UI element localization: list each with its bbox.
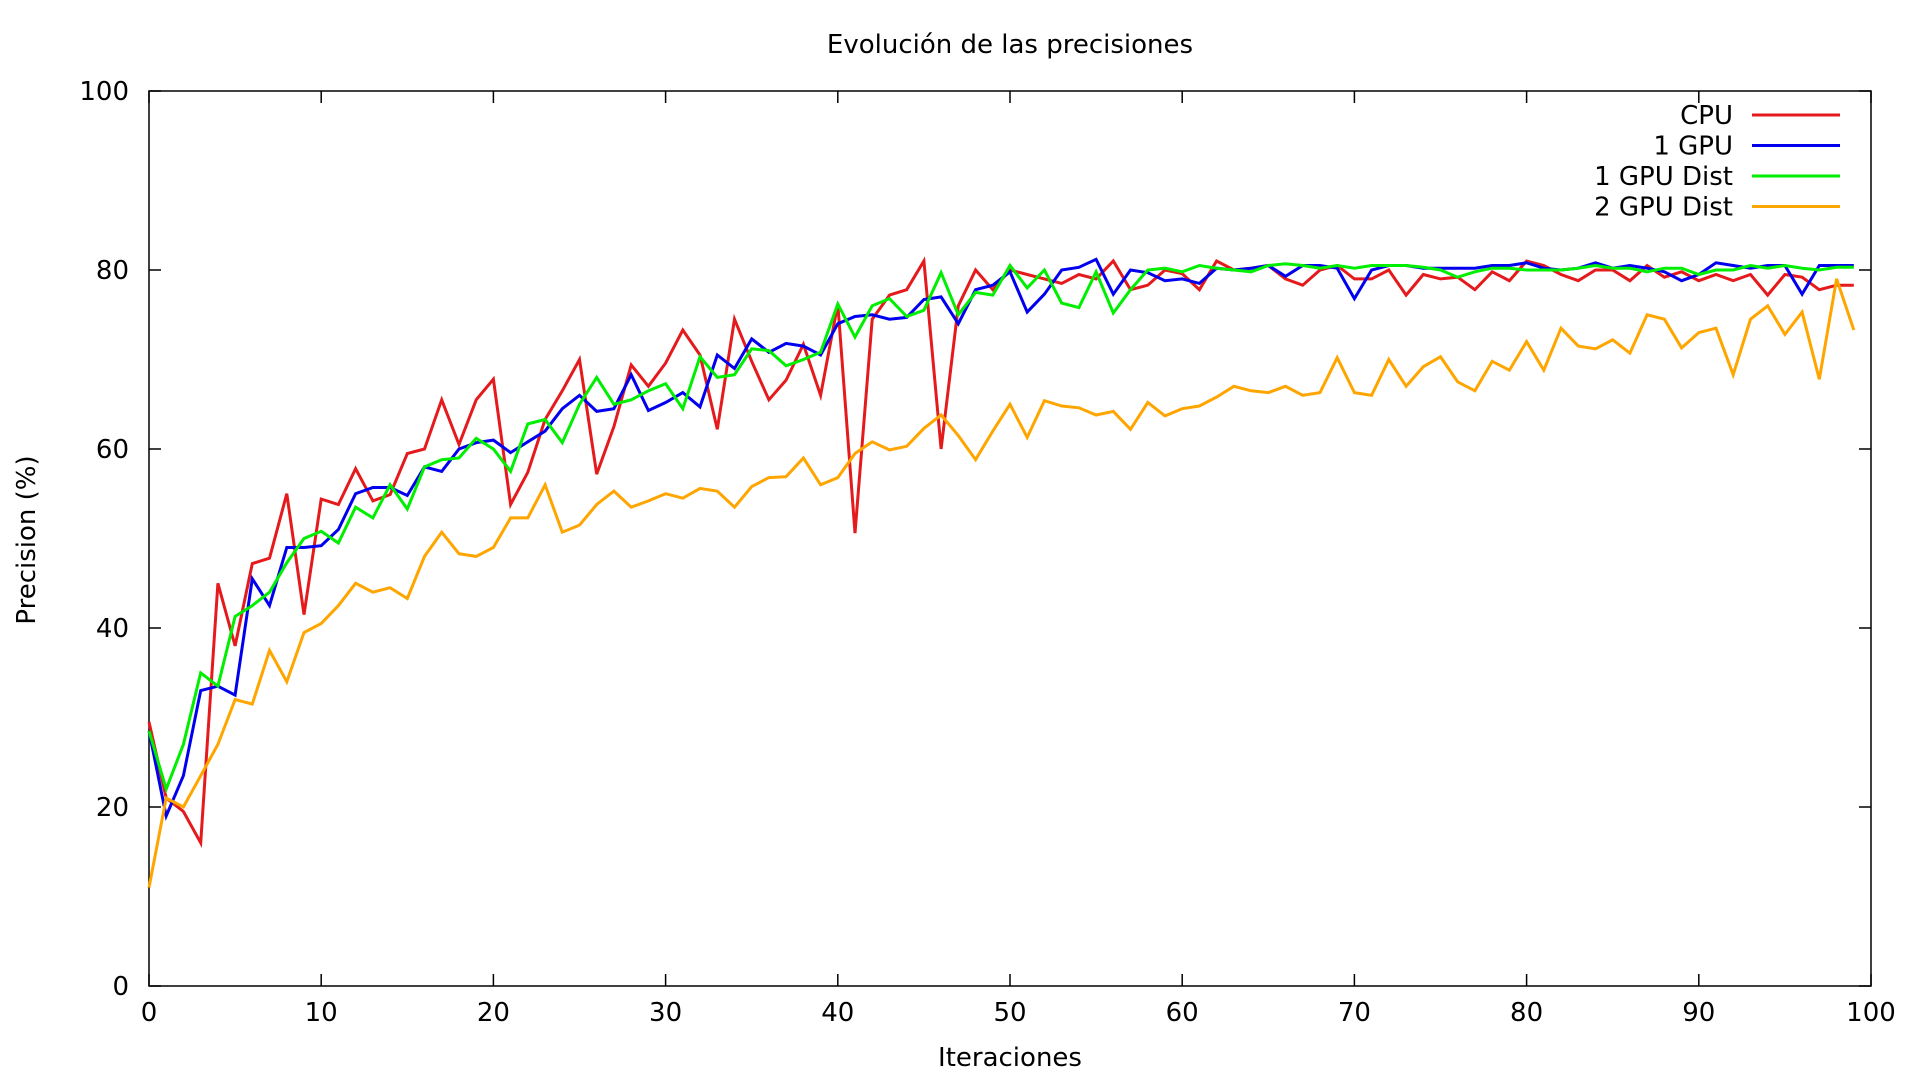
legend-label-1-gpu: 1 GPU [1653, 132, 1733, 162]
x-axis-label: Iteraciones [938, 1043, 1082, 1073]
series-line-2-gpu-dist [147, 278, 1856, 888]
axis-ticks: 0 10 20 30 40 50 60 70 80 90 100 0 20 40 60 80 100 [79, 77, 1895, 1028]
x-tick-label: 0 [141, 998, 158, 1028]
series-lines [147, 256, 1856, 888]
y-tick-label: 40 [96, 614, 129, 644]
series-line-1-gpu-dist [147, 262, 1854, 794]
x-tick-label: 20 [477, 998, 510, 1028]
y-tick-label: 60 [96, 435, 129, 465]
x-tick-label: 40 [821, 998, 854, 1028]
legend-label-cpu: CPU [1680, 101, 1733, 131]
x-tick-label: 100 [1846, 998, 1896, 1028]
series-line-1-gpu [147, 257, 1854, 822]
x-tick-label: 80 [1510, 998, 1543, 1028]
y-axis-label: Precision (%) [12, 455, 42, 624]
y-tick-label: 0 [112, 972, 129, 1002]
x-tick-label: 70 [1338, 998, 1371, 1028]
legend-label-2-gpu-dist: 2 GPU Dist [1594, 193, 1733, 223]
x-tick-label: 30 [649, 998, 682, 1028]
y-tick-label: 100 [79, 77, 129, 107]
x-tick-label: 60 [1166, 998, 1199, 1028]
plot-frame [148, 90, 1872, 987]
y-tick-label: 80 [96, 256, 129, 286]
chart-title: Evolución de las precisiones [827, 30, 1193, 60]
y-tick-label: 20 [96, 793, 129, 823]
x-tick-label: 50 [993, 998, 1026, 1028]
x-tick-label: 90 [1682, 998, 1715, 1028]
x-tick-label: 10 [305, 998, 338, 1028]
legend-label-1-gpu-dist: 1 GPU Dist [1594, 162, 1733, 192]
